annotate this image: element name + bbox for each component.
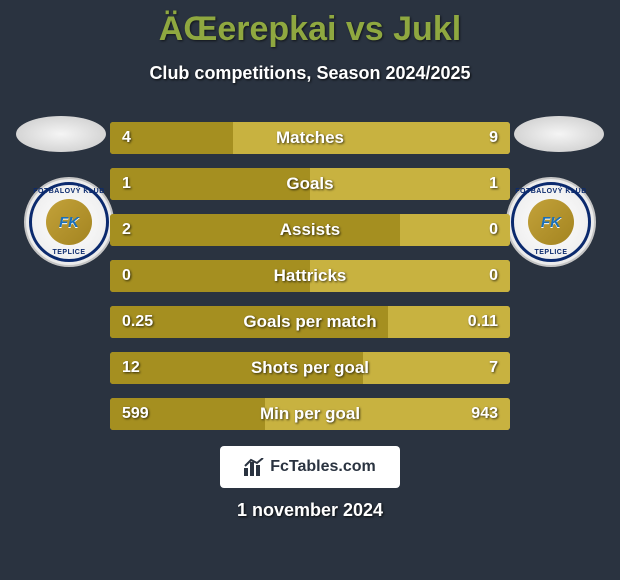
stat-label: Min per goal bbox=[110, 398, 510, 430]
badge-ring-top: FOTBALOVÝ KLUB bbox=[32, 188, 106, 195]
stat-label: Shots per goal bbox=[110, 352, 510, 384]
stat-right-value: 1 bbox=[477, 168, 510, 200]
badge-core: FK bbox=[528, 199, 574, 245]
stat-row: 599 Min per goal 943 bbox=[110, 398, 510, 430]
stat-label: Hattricks bbox=[110, 260, 510, 292]
stat-row: 4 Matches 9 bbox=[110, 122, 510, 154]
stat-label: Matches bbox=[110, 122, 510, 154]
subtitle: Club competitions, Season 2024/2025 bbox=[0, 63, 620, 84]
badge-ring-bottom: TEPLICE bbox=[32, 249, 106, 256]
badge-core: FK bbox=[46, 199, 92, 245]
stat-right-value: 0 bbox=[477, 214, 510, 246]
flag-right bbox=[514, 116, 604, 152]
stat-label: Goals per match bbox=[110, 306, 510, 338]
chart-icon bbox=[244, 458, 264, 476]
title: ÄŒerepkai vs Jukl bbox=[0, 10, 620, 49]
stat-row: 0 Hattricks 0 bbox=[110, 260, 510, 292]
stat-row: 0.25 Goals per match 0.11 bbox=[110, 306, 510, 338]
stat-right-value: 9 bbox=[477, 122, 510, 154]
stat-label: Goals bbox=[110, 168, 510, 200]
branding-text: FcTables.com bbox=[270, 458, 376, 476]
club-badge-right: FOTBALOVÝ KLUB FK TEPLICE bbox=[506, 177, 596, 267]
badge-initials: FK bbox=[541, 214, 561, 231]
stat-label: Assists bbox=[110, 214, 510, 246]
date: 1 november 2024 bbox=[0, 500, 620, 521]
badge-ring-top: FOTBALOVÝ KLUB bbox=[514, 188, 588, 195]
comparison-card: ÄŒerepkai vs Jukl Club competitions, Sea… bbox=[0, 0, 620, 580]
flag-left bbox=[16, 116, 106, 152]
club-badge-left: FOTBALOVÝ KLUB FK TEPLICE bbox=[24, 177, 114, 267]
branding-badge: FcTables.com bbox=[220, 446, 400, 488]
stat-row: 2 Assists 0 bbox=[110, 214, 510, 246]
badge-ring: FOTBALOVÝ KLUB FK TEPLICE bbox=[29, 182, 109, 262]
badge-ring: FOTBALOVÝ KLUB FK TEPLICE bbox=[511, 182, 591, 262]
stat-row: 1 Goals 1 bbox=[110, 168, 510, 200]
badge-initials: FK bbox=[59, 214, 79, 231]
stat-row: 12 Shots per goal 7 bbox=[110, 352, 510, 384]
stat-right-value: 943 bbox=[459, 398, 510, 430]
stat-right-value: 0.11 bbox=[456, 306, 510, 338]
stat-bars: 4 Matches 9 1 Goals 1 2 Assists 0 0 Hatt… bbox=[110, 122, 510, 444]
badge-ring-bottom: TEPLICE bbox=[514, 249, 588, 256]
stat-right-value: 0 bbox=[477, 260, 510, 292]
stat-right-value: 7 bbox=[477, 352, 510, 384]
